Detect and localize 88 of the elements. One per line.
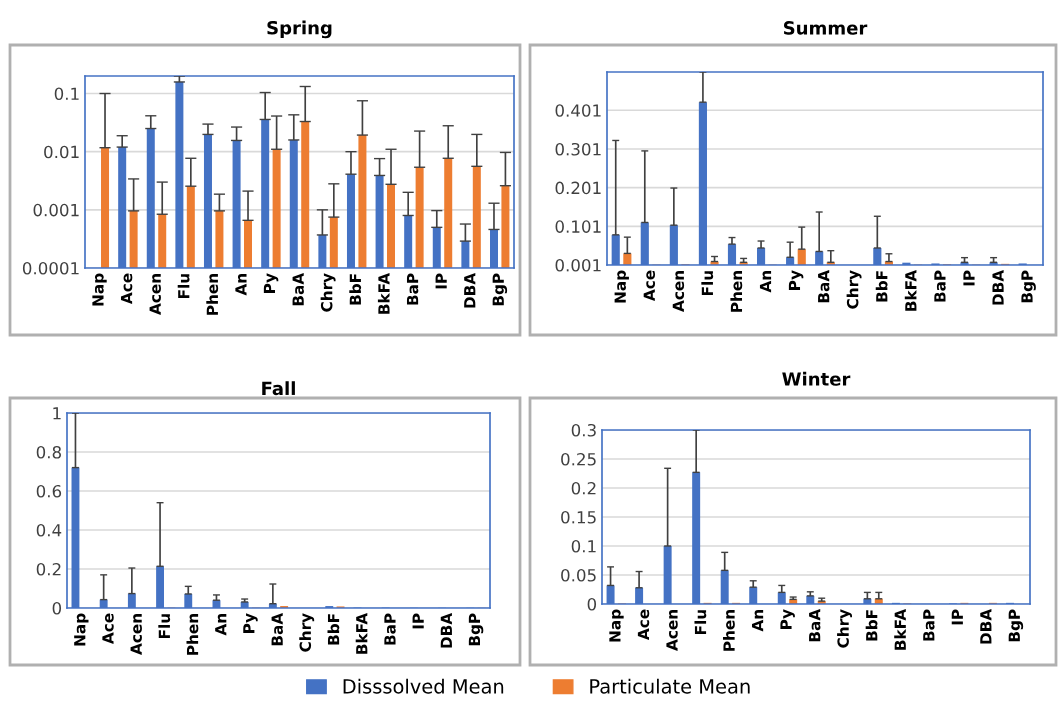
y-tick-label: 0.15 xyxy=(561,510,596,524)
y-tick-label: 0.401 xyxy=(555,104,601,117)
x-tick-label: IP xyxy=(412,613,424,629)
y-tick-label: 0 xyxy=(587,597,597,611)
x-tick-label: BkFA xyxy=(377,272,390,314)
x-tick-label: Flu xyxy=(701,271,714,296)
x-tick-label: An xyxy=(215,614,227,636)
x-tick-label: Ace xyxy=(637,609,650,641)
x-tick-label: Ace xyxy=(120,273,133,305)
legend-label: Particulate Mean xyxy=(590,678,750,694)
x-tick-label: BgP xyxy=(468,613,484,646)
chart-title: Summer xyxy=(783,21,868,35)
x-tick-label: An xyxy=(235,274,247,296)
y-tick-label: 0.3 xyxy=(571,423,596,437)
x-tick-label: Chry xyxy=(837,609,852,648)
chart-title: Winter xyxy=(782,371,851,386)
y-tick-label: 0.2 xyxy=(36,562,61,576)
x-tick-label: Flu xyxy=(694,610,707,635)
x-tick-label: Acen xyxy=(666,610,678,651)
x-tick-label: BaA xyxy=(818,269,830,303)
x-tick-label: IP xyxy=(435,273,447,289)
x-tick-label: Acen xyxy=(149,274,161,315)
x-tick-label: Nap xyxy=(614,270,629,303)
x-tick-label: BaA xyxy=(292,272,304,306)
x-tick-label: BaA xyxy=(809,608,821,642)
y-tick-label: 0.101 xyxy=(555,220,601,233)
x-tick-label: Phen xyxy=(206,274,219,315)
x-tick-label: BkFA xyxy=(894,608,906,650)
y-tick-label: 0.01 xyxy=(44,145,79,159)
y-tick-label: 0.1 xyxy=(571,539,596,553)
y-tick-label: 0 xyxy=(52,601,62,615)
x-tick-label: BaP xyxy=(923,609,935,641)
chart-title: Spring xyxy=(267,20,332,39)
x-tick-label: BgP xyxy=(492,273,508,306)
x-tick-label: BbF xyxy=(327,614,340,645)
x-tick-label: Phen xyxy=(723,610,735,651)
x-tick-label: Acen xyxy=(130,614,142,655)
x-tick-label: Py xyxy=(243,613,258,633)
y-tick-label: 0.001 xyxy=(555,258,601,272)
x-tick-label: BkFA xyxy=(904,269,917,311)
x-tick-label: DBA xyxy=(464,272,476,308)
x-tick-label: BaP xyxy=(384,613,396,645)
x-tick-label: Acen xyxy=(672,271,685,312)
y-tick-label: 0.2 xyxy=(571,481,596,495)
x-tick-label: DBA xyxy=(992,269,1004,305)
x-tick-label: BbF xyxy=(349,274,362,305)
x-tick-label: Ace xyxy=(643,270,656,302)
x-tick-label: BbF xyxy=(875,271,888,302)
x-tick-label: Chry xyxy=(846,270,862,309)
x-tick-label: Nap xyxy=(74,613,89,646)
x-tick-label: Phen xyxy=(186,614,199,655)
x-tick-label: IP xyxy=(963,270,975,286)
y-tick-label: 0.1 xyxy=(54,87,79,101)
x-tick-label: Py xyxy=(263,273,279,293)
x-tick-label: BaA xyxy=(271,612,283,646)
x-tick-label: BaP xyxy=(934,270,946,302)
x-tick-label: DBA xyxy=(980,608,992,644)
x-tick-label: Flu xyxy=(158,614,171,639)
y-tick-label: 0.05 xyxy=(561,568,596,582)
y-tick-label: 0.25 xyxy=(561,452,596,466)
x-tick-label: Py xyxy=(780,609,795,629)
x-tick-label: Chry xyxy=(320,273,336,312)
y-tick-label: 0.0001 xyxy=(22,261,79,275)
x-tick-label: BgP xyxy=(1008,609,1024,642)
legend-label: Disssolved Mean xyxy=(343,678,504,694)
x-tick-label: BkFA xyxy=(355,612,368,654)
x-tick-label: Phen xyxy=(730,271,743,312)
y-tick-label: 0.201 xyxy=(555,181,601,195)
x-tick-label: Nap xyxy=(609,609,624,642)
x-tick-label: An xyxy=(752,610,764,632)
x-tick-label: Chry xyxy=(299,613,315,652)
y-tick-label: 0.4 xyxy=(36,523,62,537)
x-tick-label: An xyxy=(759,271,772,293)
y-tick-label: 0.301 xyxy=(555,142,601,156)
x-tick-label: IP xyxy=(951,609,963,625)
x-tick-label: Py xyxy=(788,270,804,290)
x-tick-label: Ace xyxy=(102,613,114,645)
x-tick-label: BgP xyxy=(1021,270,1036,303)
x-tick-label: DBA xyxy=(440,612,452,648)
y-tick-label: 0.6 xyxy=(36,484,62,498)
y-tick-label: 0.001 xyxy=(33,203,79,217)
x-tick-label: Nap xyxy=(92,273,107,306)
y-tick-label: 0.8 xyxy=(36,445,61,459)
chart-title: Fall xyxy=(262,381,295,396)
x-tick-label: BbF xyxy=(865,610,878,641)
y-tick-label: 1 xyxy=(53,407,61,420)
x-tick-label: BaP xyxy=(406,273,419,305)
x-tick-label: Flu xyxy=(177,274,190,299)
